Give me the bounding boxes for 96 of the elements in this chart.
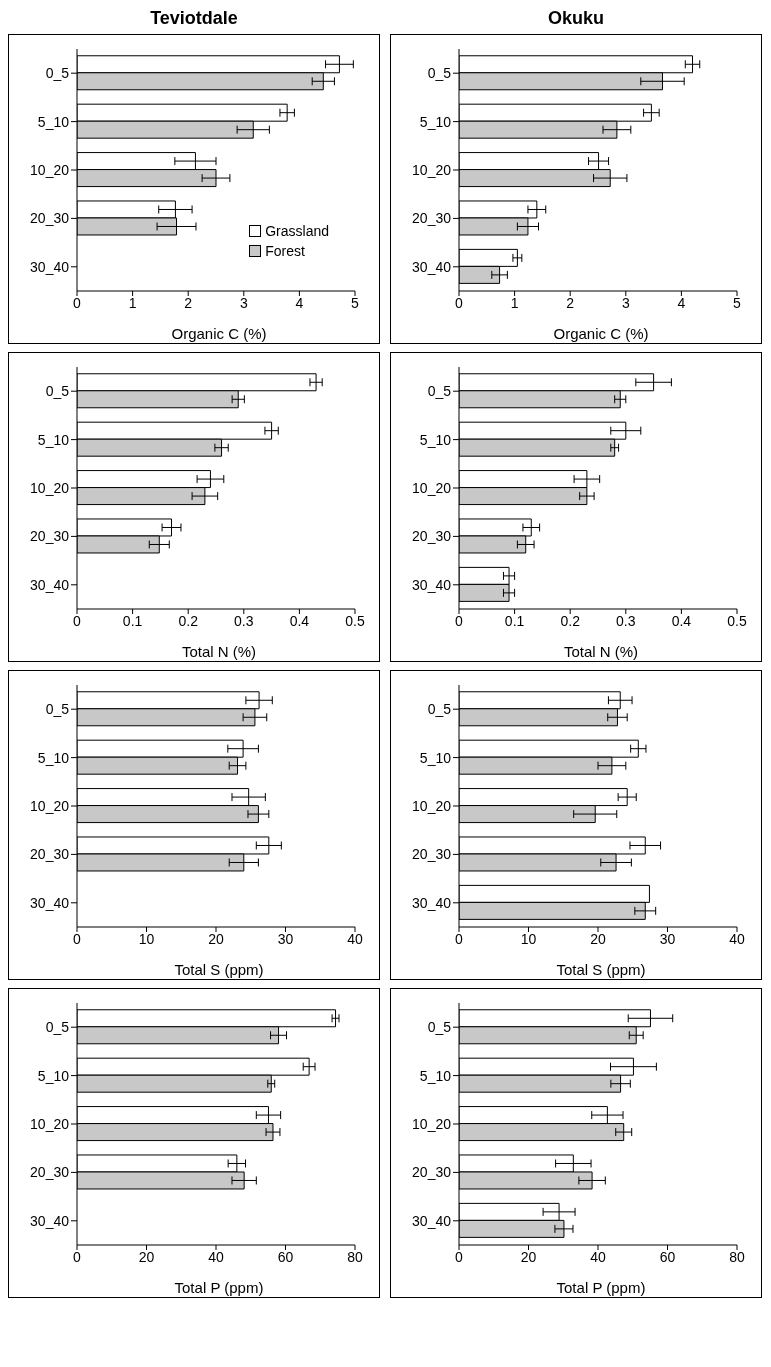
x-tick-label: 0 [455,612,464,629]
y-tick-label: 30_40 [412,894,452,911]
x-tick-label: 10 [138,930,155,947]
x-tick-label: 0.4 [289,612,310,629]
y-tick-label: 10_20 [412,161,452,178]
x-tick-label: 0 [455,930,464,947]
x-tick-label: 0 [73,612,82,629]
y-tick-label: 10_20 [30,161,70,178]
x-axis-title: Total P (ppm) [555,1279,647,1296]
x-axis-title: Organic C (%) [170,325,268,342]
legend-label: Grassland [265,223,329,239]
y-tick-label: 10_20 [412,1115,452,1132]
x-axis-title: Total N (%) [562,643,640,660]
x-tick-label: 30 [277,930,294,947]
x-tick-label: 40 [590,1248,606,1265]
y-tick-label: 30_40 [30,576,70,593]
x-tick-label: 0.5 [345,612,365,629]
x-tick-label: 3 [621,294,630,311]
y-tick-label: 5_10 [419,1067,452,1084]
y-tick-label: 0_5 [427,383,452,400]
x-tick-label: 10 [520,930,537,947]
x-tick-label: 20 [590,930,606,947]
y-tick-label: 20_30 [412,210,452,227]
y-tick-label: 20_30 [30,846,70,863]
x-tick-label: 0.2 [560,612,581,629]
x-tick-label: 0 [455,294,464,311]
x-tick-label: 2 [566,294,575,311]
x-axis-title: Total P (ppm) [173,1279,265,1296]
y-tick-label: 0_5 [427,701,452,718]
x-tick-label: 1 [128,294,137,311]
x-tick-label: 1 [510,294,519,311]
y-tick-label: 10_20 [412,797,452,814]
y-tick-label: 0_5 [427,65,452,82]
x-tick-label: 0.2 [178,612,199,629]
x-tick-label: 0 [73,930,82,947]
x-tick-label: 0.3 [616,612,636,629]
y-tick-label: 30_40 [30,258,70,275]
x-tick-label: 5 [733,294,742,311]
chart-title: Teviotdale [149,8,239,30]
x-tick-label: 0.1 [122,612,143,629]
y-tick-label: 20_30 [412,846,452,863]
x-tick-label: 80 [729,1248,745,1265]
x-tick-label: 20 [520,1248,537,1265]
y-tick-label: 20_30 [30,528,70,545]
x-tick-label: 80 [347,1248,363,1265]
y-tick-label: 0_5 [45,701,70,718]
x-axis-title: Organic C (%) [552,325,650,342]
y-tick-label: 30_40 [412,258,452,275]
x-tick-label: 4 [295,294,304,311]
y-tick-label: 5_10 [37,749,70,766]
y-tick-label: 20_30 [412,528,452,545]
y-tick-label: 5_10 [37,431,70,448]
x-tick-label: 20 [138,1248,155,1265]
y-tick-label: 0_5 [45,1019,70,1036]
y-tick-label: 20_30 [30,1164,70,1181]
y-tick-label: 30_40 [412,576,452,593]
y-tick-label: 5_10 [419,749,452,766]
x-tick-label: 60 [277,1248,294,1265]
x-tick-label: 4 [677,294,686,311]
x-tick-label: 40 [729,930,745,947]
x-tick-label: 20 [208,930,224,947]
y-tick-label: 20_30 [30,210,70,227]
x-tick-label: 30 [659,930,676,947]
y-tick-label: 10_20 [30,797,70,814]
y-tick-label: 10_20 [412,479,452,496]
chart-title: Okuku [547,8,605,30]
y-tick-label: 5_10 [419,431,452,448]
y-tick-label: 20_30 [412,1164,452,1181]
x-axis-title: Total S (ppm) [173,961,265,978]
x-tick-label: 5 [351,294,360,311]
x-tick-label: 60 [659,1248,676,1265]
x-tick-label: 0 [73,294,82,311]
y-tick-label: 10_20 [30,479,70,496]
y-tick-label: 30_40 [412,1212,452,1229]
y-tick-label: 30_40 [30,894,70,911]
y-tick-label: 5_10 [37,1067,70,1084]
x-axis-title: Total S (ppm) [555,961,647,978]
x-tick-label: 0.3 [234,612,254,629]
legend-label: Forest [265,243,305,259]
x-tick-label: 0.5 [727,612,747,629]
x-tick-label: 3 [239,294,248,311]
x-tick-label: 0 [73,1248,82,1265]
y-tick-label: 0_5 [45,383,70,400]
y-tick-label: 0_5 [45,65,70,82]
y-tick-label: 10_20 [30,1115,70,1132]
x-tick-label: 0.1 [504,612,525,629]
y-tick-label: 5_10 [419,113,452,130]
y-tick-label: 0_5 [427,1019,452,1036]
x-axis-title: Total N (%) [180,643,258,660]
x-tick-label: 40 [347,930,363,947]
y-tick-label: 5_10 [37,113,70,130]
x-tick-label: 2 [184,294,193,311]
x-tick-label: 0.4 [671,612,692,629]
x-tick-label: 0 [455,1248,464,1265]
x-tick-label: 40 [208,1248,224,1265]
y-tick-label: 30_40 [30,1212,70,1229]
